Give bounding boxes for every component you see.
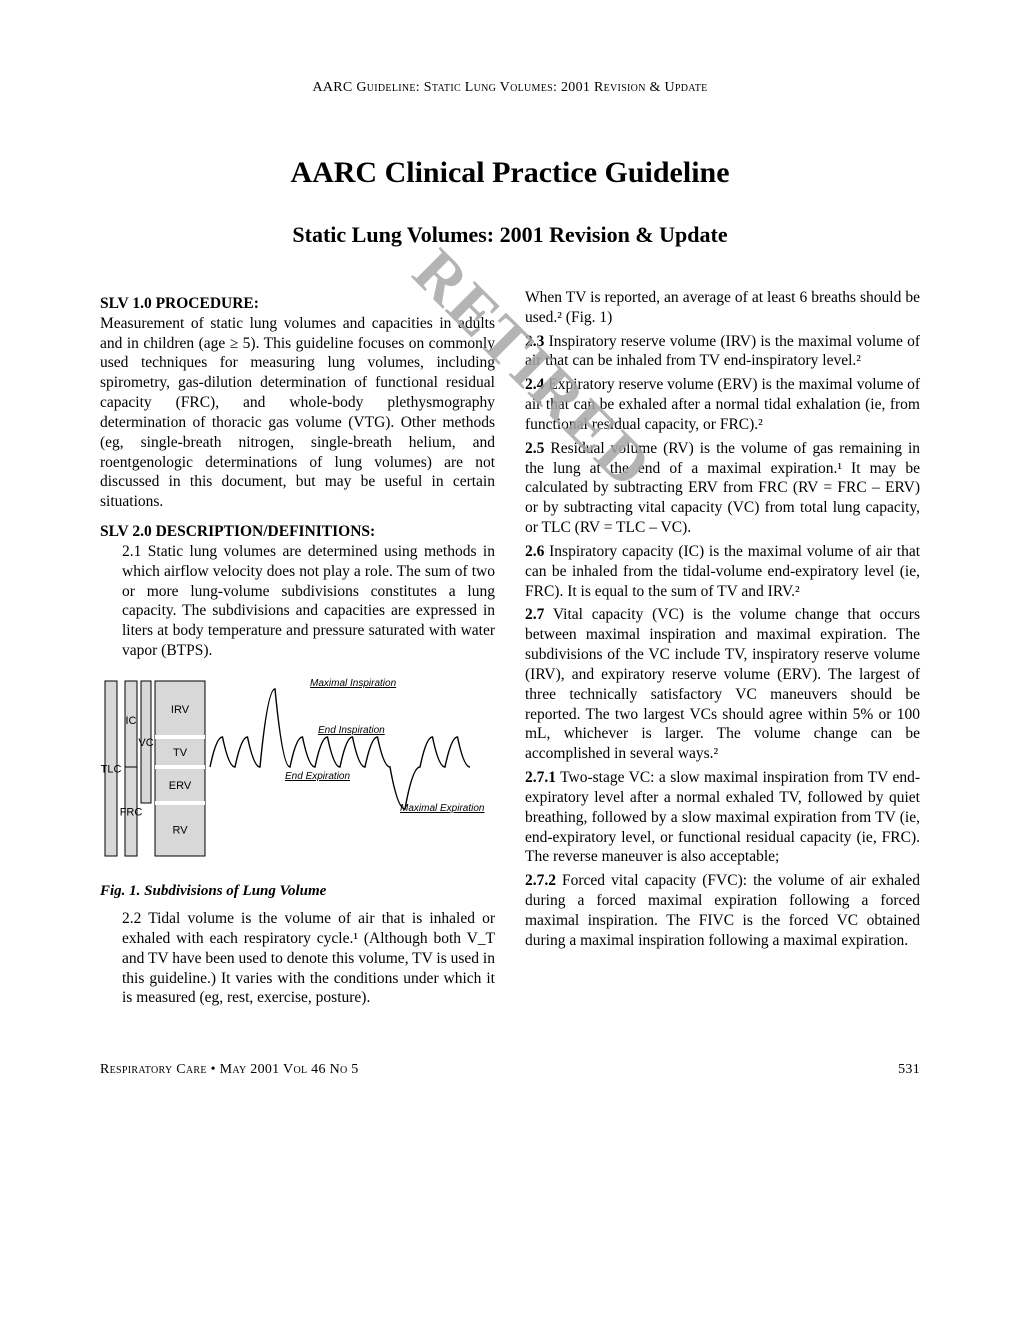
right-column: When TV is reported, an average of at le… [525, 288, 920, 1012]
main-title: AARC Clinical Practice Guideline [100, 156, 920, 190]
section-2-7-text: Vital capacity (VC) is the volume change… [525, 606, 920, 762]
footer-left: Respiratory Care • May 2001 Vol 46 No 5 [100, 1062, 359, 1078]
section-1-body: Measurement of static lung volumes and c… [100, 314, 495, 512]
svg-text:Maximal Expiration: Maximal Expiration [400, 803, 485, 814]
svg-text:VC: VC [138, 737, 153, 749]
figure-1-svg: IRV TV ERV RV TLC IC FRC VC Maximal Inspiration E… [100, 671, 490, 876]
section-2-1: 2.1 Static lung volumes are determined u… [100, 542, 495, 661]
svg-text:IRV: IRV [171, 704, 190, 716]
section-2-7-1: 2.7.1 Two-stage VC: a slow maximal inspi… [525, 768, 920, 867]
section-2-7: 2.7 Vital capacity (VC) is the volume ch… [525, 605, 920, 764]
svg-text:ERV: ERV [169, 780, 192, 792]
svg-text:TV: TV [173, 747, 188, 759]
section-2-7-2-text: Forced vital capacity (FVC): the volume … [525, 872, 920, 948]
section-2-3-text: Inspiratory reserve volume (IRV) is the … [525, 333, 920, 370]
section-2-4: 2.4 Expiratory reserve volume (ERV) is t… [525, 375, 920, 434]
running-head: AARC Guideline: Static Lung Volumes: 200… [100, 80, 920, 96]
section-2-5: 2.5 Residual volume (RV) is the volume o… [525, 439, 920, 538]
subtitle: Static Lung Volumes: 2001 Revision & Upd… [100, 222, 920, 248]
section-1-head: SLV 1.0 PROCEDURE: [100, 294, 495, 314]
section-2-2: 2.2 Tidal volume is the volume of air th… [100, 909, 495, 1008]
section-2-4-text: Expiratory reserve volume (ERV) is the m… [525, 376, 920, 433]
svg-text:End Inspiration: End Inspiration [318, 725, 385, 736]
section-2-5-text: Residual volume (RV) is the volume of ga… [525, 440, 920, 536]
svg-text:FRC: FRC [120, 806, 143, 818]
figure-1-caption: Fig. 1. Subdivisions of Lung Volume [100, 882, 495, 901]
svg-text:IC: IC [126, 715, 137, 727]
section-2-3: 2.3 Inspiratory reserve volume (IRV) is … [525, 332, 920, 372]
svg-text:Maximal Inspiration: Maximal Inspiration [310, 678, 397, 689]
svg-text:RV: RV [172, 824, 188, 836]
section-2-head: SLV 2.0 DESCRIPTION/DEFINITIONS: [100, 522, 495, 542]
footer-page-number: 531 [898, 1062, 920, 1078]
left-column: SLV 1.0 PROCEDURE: Measurement of static… [100, 288, 495, 1012]
section-2-7-1-text: Two-stage VC: a slow maximal inspiration… [525, 769, 920, 865]
page-footer: Respiratory Care • May 2001 Vol 46 No 5 … [100, 1062, 920, 1078]
right-p1: When TV is reported, an average of at le… [525, 288, 920, 328]
figure-1: IRV TV ERV RV TLC IC FRC VC Maximal Inspiration E… [100, 671, 495, 901]
section-2-6: 2.6 Inspiratory capacity (IC) is the max… [525, 542, 920, 601]
section-2-7-2: 2.7.2 Forced vital capacity (FVC): the v… [525, 871, 920, 950]
svg-text:TLC: TLC [101, 763, 122, 775]
svg-text:End Expiration: End Expiration [285, 771, 350, 782]
section-2-6-text: Inspiratory capacity (IC) is the maximal… [525, 543, 920, 600]
